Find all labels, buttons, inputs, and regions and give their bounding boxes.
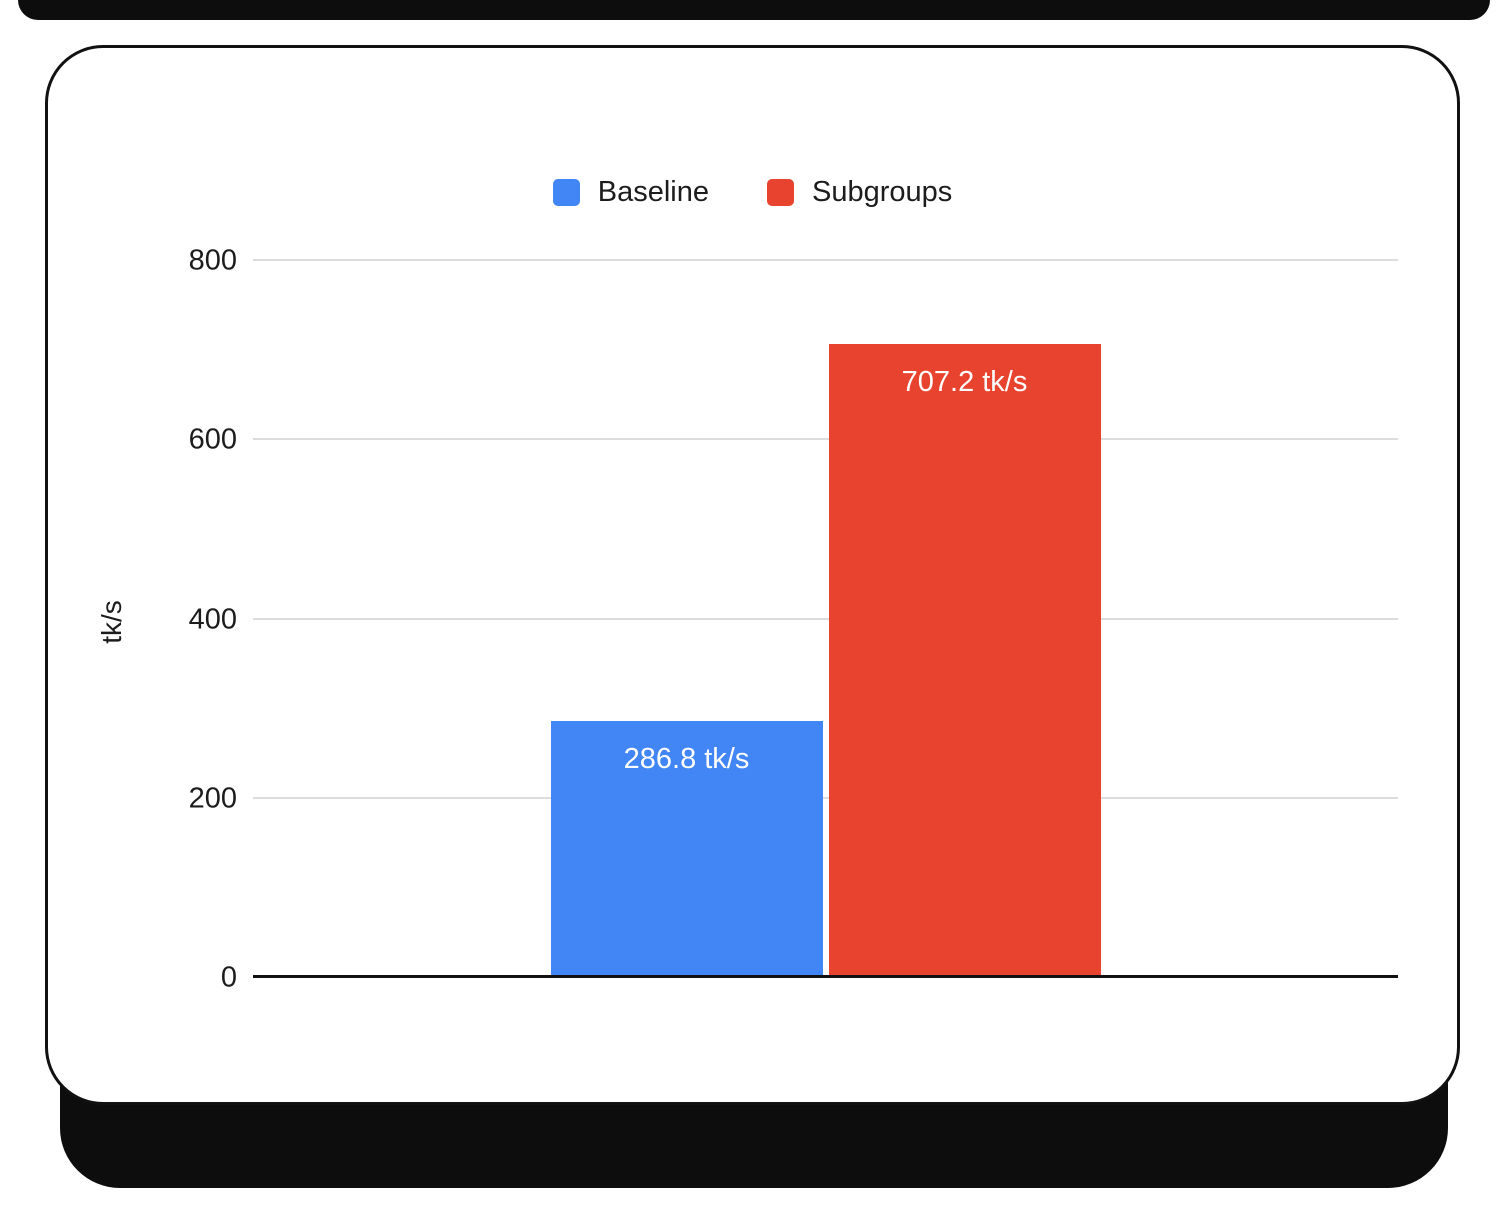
y-tick-label: 200 — [188, 782, 237, 815]
gridline — [253, 259, 1398, 261]
y-tick-label: 0 — [220, 961, 237, 994]
x-axis-line — [253, 975, 1398, 978]
gridline — [253, 617, 1398, 620]
bar-subgroups: 707.2 tk/s — [828, 344, 1101, 978]
chart-card: Baseline Subgroups tk/s 286.8 tk/s 707.2… — [45, 45, 1460, 1105]
bar-value-label-baseline: 286.8 tk/s — [623, 742, 750, 775]
top-shadow-strip — [18, 0, 1490, 20]
legend-swatch-baseline — [552, 179, 580, 206]
legend-item-subgroups: Subgroups — [766, 176, 953, 209]
gridline — [253, 438, 1398, 441]
legend-item-baseline: Baseline — [552, 176, 709, 209]
legend-swatch-subgroups — [766, 179, 794, 206]
bar-baseline: 286.8 tk/s — [550, 720, 823, 978]
plot-area: 286.8 tk/s 707.2 tk/s 0 200 400 600 800 — [189, 246, 1398, 992]
gridline — [253, 796, 1398, 799]
y-axis-title: tk/s — [95, 600, 127, 644]
chart-legend: Baseline Subgroups — [48, 176, 1457, 209]
bar-value-label-subgroups: 707.2 tk/s — [901, 366, 1028, 399]
y-tick-label: 400 — [188, 603, 237, 635]
y-tick-label: 600 — [188, 423, 237, 456]
legend-label-baseline: Baseline — [597, 176, 709, 208]
legend-label-subgroups: Subgroups — [811, 176, 953, 208]
y-tick-label: 800 — [188, 244, 237, 277]
bars-group: 286.8 tk/s 707.2 tk/s — [253, 261, 1398, 978]
